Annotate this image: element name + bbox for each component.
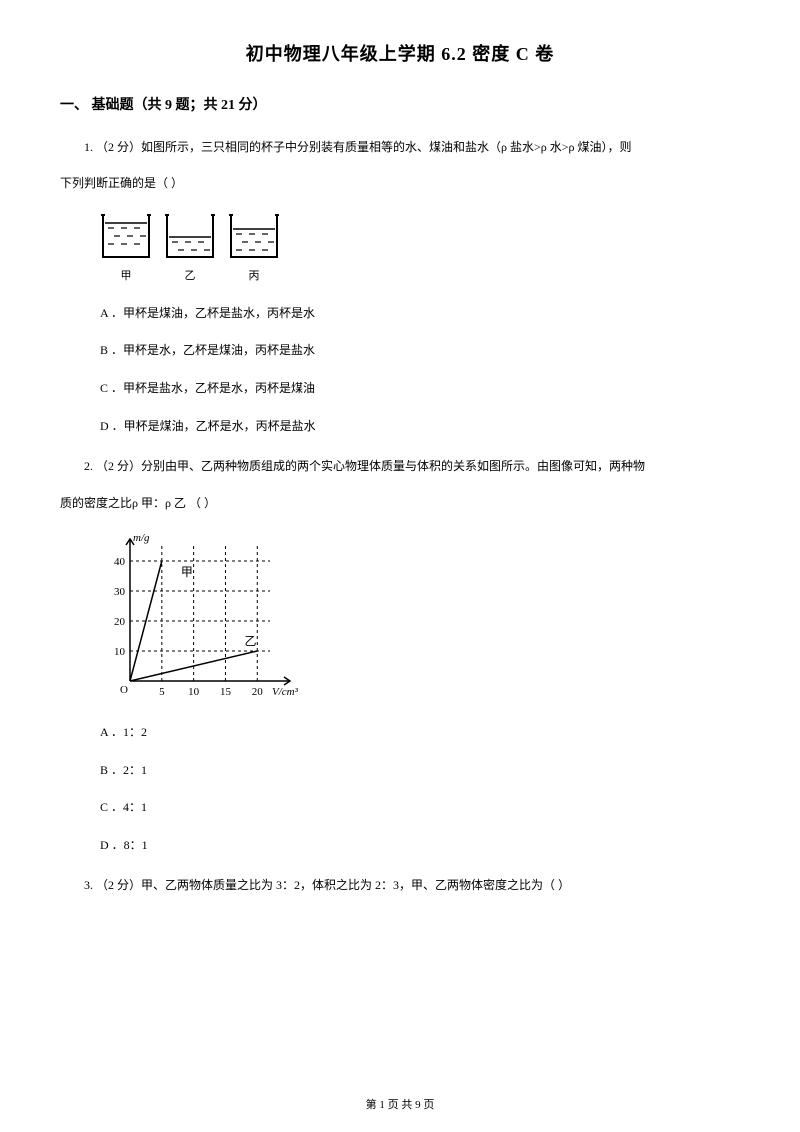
q1-option-a: A ．甲杯是煤油，乙杯是盐水，丙杯是水 <box>100 303 740 325</box>
svg-text:10: 10 <box>188 686 200 698</box>
q2-stem-line1: 2. （2 分）分别由甲、乙两种物质组成的两个实心物理体质量与体积的关系如图所示… <box>60 453 740 479</box>
q3-stem: 3. （2 分）甲、乙两物体质量之比为 3：2，体积之比为 2：3，甲、乙两物体… <box>60 872 740 898</box>
cup-label: 丙 <box>228 267 280 283</box>
q2-option-b: B ．2：1 <box>100 760 740 782</box>
q1-option-b: B ．甲杯是水，乙杯是煤油，丙杯是盐水 <box>100 340 740 362</box>
cup-label: 甲 <box>100 267 152 283</box>
q2-option-a: A ．1：2 <box>100 722 740 744</box>
svg-text:乙: 乙 <box>245 634 257 648</box>
q1-option-c: C ．甲杯是盐水，乙杯是水，丙杯是煤油 <box>100 378 740 400</box>
q1-option-d: D ．甲杯是煤油，乙杯是水，丙杯是盐水 <box>100 416 740 438</box>
page-footer: 第 1 页 共 9 页 <box>0 1096 800 1112</box>
cup-label: 乙 <box>164 267 216 283</box>
svg-text:5: 5 <box>159 686 165 698</box>
section-header: 一、 基础题（共 9 题；共 21 分） <box>60 94 740 114</box>
q2-option-c: C ．4：1 <box>100 797 740 819</box>
cup-item: 乙 <box>164 212 216 283</box>
page-title: 初中物理八年级上学期 6.2 密度 C 卷 <box>60 40 740 66</box>
q1-figure-cups: 甲乙丙 <box>100 212 740 283</box>
svg-text:O: O <box>120 684 128 696</box>
q2-stem-line2: 质的密度之比ρ 甲：ρ 乙 （ ） <box>60 490 740 516</box>
q1-stem-line1: 1. （2 分）如图所示，三只相同的杯子中分别装有质量相等的水、煤油和盐水（ρ … <box>60 134 740 160</box>
svg-text:20: 20 <box>252 686 263 698</box>
svg-text:15: 15 <box>220 686 232 698</box>
q2-figure-chart: 10 20 30 40 5 10 15 20 Om/g V/cm³ 甲乙 <box>100 531 740 706</box>
svg-text:甲: 甲 <box>181 565 193 579</box>
q1-stem-line2: 下列判断正确的是（ ） <box>60 170 740 196</box>
svg-text:40: 40 <box>114 556 126 568</box>
q2-option-d: D ．8：1 <box>100 835 740 857</box>
svg-text:20: 20 <box>114 616 126 628</box>
svg-text:10: 10 <box>114 646 126 658</box>
mass-volume-chart: 10 20 30 40 5 10 15 20 Om/g V/cm³ 甲乙 <box>100 531 300 701</box>
svg-text:V/cm³: V/cm³ <box>272 686 299 698</box>
svg-text:30: 30 <box>114 586 126 598</box>
cup-item: 甲 <box>100 212 152 283</box>
svg-text:m/g: m/g <box>133 532 150 544</box>
cup-item: 丙 <box>228 212 280 283</box>
